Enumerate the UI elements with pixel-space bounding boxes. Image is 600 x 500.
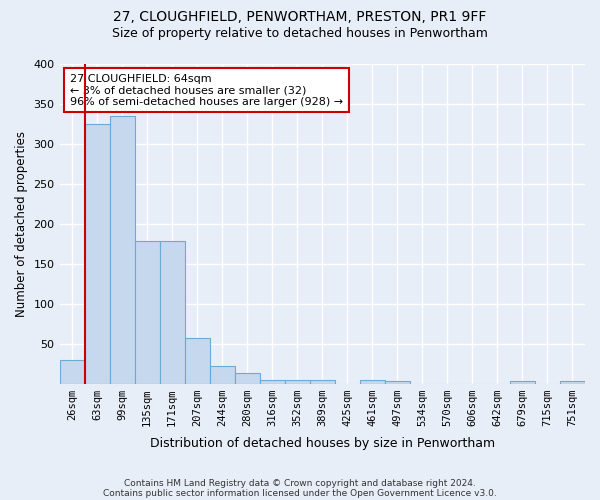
Bar <box>385 381 410 384</box>
Bar <box>360 380 385 384</box>
Text: 27, CLOUGHFIELD, PENWORTHAM, PRESTON, PR1 9FF: 27, CLOUGHFIELD, PENWORTHAM, PRESTON, PR… <box>113 10 487 24</box>
Text: Size of property relative to detached houses in Penwortham: Size of property relative to detached ho… <box>112 28 488 40</box>
Text: Contains public sector information licensed under the Open Government Licence v3: Contains public sector information licen… <box>103 488 497 498</box>
Y-axis label: Number of detached properties: Number of detached properties <box>15 131 28 317</box>
Bar <box>110 116 134 384</box>
Text: Contains HM Land Registry data © Crown copyright and database right 2024.: Contains HM Land Registry data © Crown c… <box>124 478 476 488</box>
Bar <box>59 360 85 384</box>
Bar <box>260 380 285 384</box>
Bar <box>185 338 209 384</box>
Bar <box>134 242 160 384</box>
Bar <box>560 381 585 384</box>
X-axis label: Distribution of detached houses by size in Penwortham: Distribution of detached houses by size … <box>150 437 495 450</box>
Bar <box>235 373 260 384</box>
Bar <box>310 380 335 384</box>
Bar <box>85 124 110 384</box>
Bar <box>160 242 185 384</box>
Text: 27 CLOUGHFIELD: 64sqm
← 3% of detached houses are smaller (32)
96% of semi-detac: 27 CLOUGHFIELD: 64sqm ← 3% of detached h… <box>70 74 343 107</box>
Bar <box>510 381 535 384</box>
Bar <box>209 366 235 384</box>
Bar <box>285 380 310 384</box>
